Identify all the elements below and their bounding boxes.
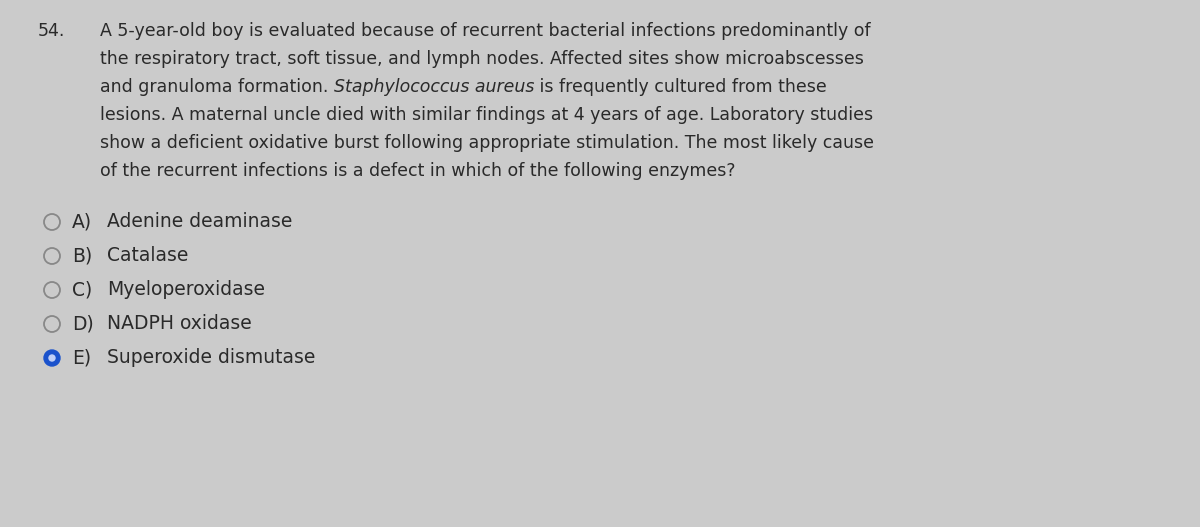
- Text: E): E): [72, 348, 91, 367]
- Text: and granuloma formation.: and granuloma formation.: [100, 78, 334, 96]
- Text: of the recurrent infections is a defect in which of the following enzymes?: of the recurrent infections is a defect …: [100, 162, 736, 180]
- Text: 54.: 54.: [38, 22, 65, 40]
- Text: is frequently cultured from these: is frequently cultured from these: [534, 78, 827, 96]
- Text: C): C): [72, 280, 92, 299]
- Text: NADPH oxidase: NADPH oxidase: [107, 314, 252, 333]
- Text: B): B): [72, 246, 92, 265]
- Text: Catalase: Catalase: [107, 246, 188, 265]
- Text: Adenine deaminase: Adenine deaminase: [107, 212, 293, 231]
- Text: the respiratory tract, soft tissue, and lymph nodes. Affected sites show microab: the respiratory tract, soft tissue, and …: [100, 50, 864, 68]
- Text: lesions. A maternal uncle died with similar findings at 4 years of age. Laborato: lesions. A maternal uncle died with simi…: [100, 106, 874, 124]
- Text: Superoxide dismutase: Superoxide dismutase: [107, 348, 316, 367]
- Text: show a deficient oxidative burst following appropriate stimulation. The most lik: show a deficient oxidative burst followi…: [100, 134, 874, 152]
- Circle shape: [44, 350, 60, 366]
- Text: A 5-year-old boy is evaluated because of recurrent bacterial infections predomin: A 5-year-old boy is evaluated because of…: [100, 22, 871, 40]
- Circle shape: [49, 355, 55, 361]
- Text: A): A): [72, 212, 92, 231]
- Text: Staphylococcus aureus: Staphylococcus aureus: [334, 78, 534, 96]
- Text: D): D): [72, 314, 94, 333]
- Text: Myeloperoxidase: Myeloperoxidase: [107, 280, 265, 299]
